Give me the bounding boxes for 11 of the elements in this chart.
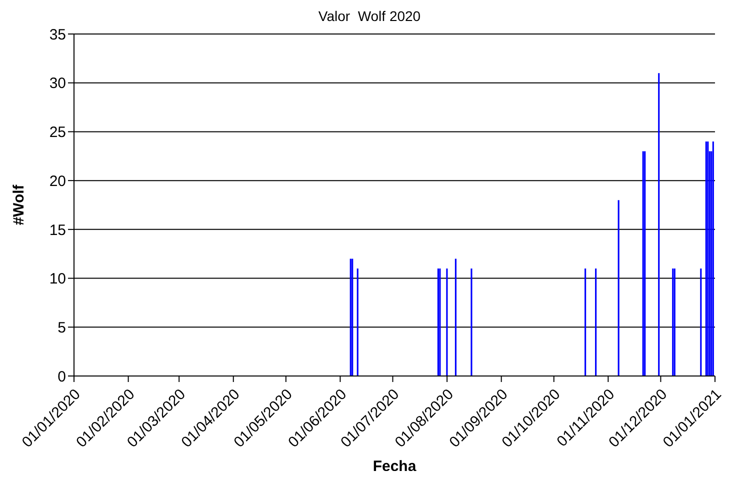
y-tick-label: 10 [49,270,66,288]
y-tick-label: 30 [49,75,66,92]
y-axis-title: #Wolf [10,184,28,226]
y-tick-label: 25 [49,124,66,142]
y-tick-label: 35 [49,26,66,44]
y-tick-label: 5 [58,319,66,336]
y-tick-label: 15 [49,222,66,239]
y-tick-label: 20 [49,172,66,190]
y-tick-label: 0 [58,368,66,386]
x-axis-title: Fecha [372,458,417,475]
chart-title: Valor Wolf 2020 [317,8,422,26]
